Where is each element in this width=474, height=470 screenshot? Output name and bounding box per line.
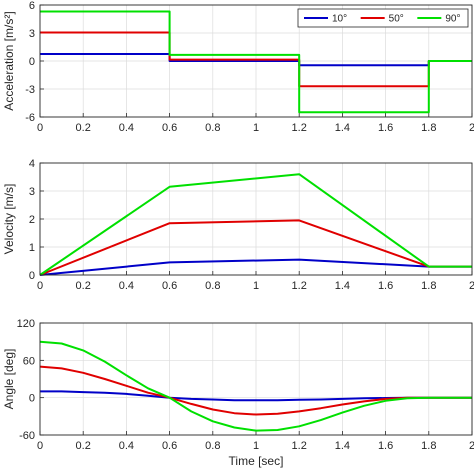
- legend: 10° 50° 90°: [297, 8, 469, 28]
- x-tick-label: 0.4: [119, 122, 134, 134]
- x-tick-label: 0.2: [76, 122, 91, 134]
- legend-label-1: 10°: [332, 14, 347, 25]
- series-line-2: [39, 365, 472, 416]
- x-tick-label: 1.8: [421, 440, 436, 452]
- y-tick-label: 60: [23, 355, 35, 367]
- axes-frame: [39, 162, 473, 276]
- x-tick-label: 1.2: [292, 280, 307, 292]
- y-tick-label: 120: [17, 318, 35, 330]
- axes-frame: [39, 4, 473, 118]
- series-line-3: [39, 340, 472, 432]
- x-tick-label: 1.4: [335, 122, 350, 134]
- x-tick-label: 1.4: [335, 280, 350, 292]
- y-axis-label: Angle [deg]: [2, 349, 16, 410]
- subplot-3: 0 0.2 0.4 0.6 0.8 1 1.2 1.4 1.6 1.8 2-60060120Angl…: [2, 318, 474, 468]
- x-tick-label: 1.8: [421, 122, 436, 134]
- x-tick-label: 0: [37, 440, 43, 452]
- y-tick-label: 0: [29, 56, 35, 68]
- x-tick-label: 0.8: [205, 280, 220, 292]
- x-tick-label: 1.2: [292, 122, 307, 134]
- y-tick-label: 0: [29, 393, 35, 405]
- y-axis-label: Velocity [m/s]: [2, 184, 16, 255]
- subplot-2: 0 0.2 0.4 0.6 0.8 1 1.2 1.4 1.6 1.8 2 0 1 2 3 4 Velocity…: [2, 158, 474, 292]
- x-tick-label: 0: [37, 122, 43, 134]
- y-tick-label: -6: [25, 112, 35, 124]
- series-line-3: [39, 173, 472, 276]
- x-tick-label: 0.6: [162, 122, 177, 134]
- y-tick-label: 6: [29, 0, 35, 12]
- x-tick-label: 0.6: [162, 440, 177, 452]
- x-tick-label: 1: [253, 280, 259, 292]
- legend-label-3: 90°: [445, 14, 460, 25]
- axes-frame: [39, 322, 473, 436]
- legend-label-2: 50°: [389, 14, 404, 25]
- x-tick-label: 0.6: [162, 280, 177, 292]
- y-tick-label: -3: [25, 84, 35, 96]
- x-tick-label: 0.4: [119, 440, 134, 452]
- subplot-1: 0 0.2 0.4 0.6 0.8 1 1.2 1.4 1.6 1.8 2 -6 -3 0 3 6 Accele…: [2, 0, 474, 134]
- y-tick-label: 3: [29, 186, 35, 198]
- x-tick-label: 0: [37, 280, 43, 292]
- y-tick-label: 3: [29, 28, 35, 40]
- y-axis-label: Acceleration [m/s²]: [2, 11, 16, 110]
- x-tick-label: 0.2: [76, 280, 91, 292]
- series-line-3: [40, 10, 472, 114]
- x-tick-label: 1.2: [292, 440, 307, 452]
- x-tick-label: 2: [469, 122, 474, 134]
- y-tick-label: -60: [19, 430, 35, 442]
- x-tick-label: 1.6: [378, 280, 393, 292]
- x-tick-label: 1.8: [421, 280, 436, 292]
- y-tick-label: 0: [29, 270, 35, 282]
- x-tick-label: 1.6: [378, 440, 393, 452]
- x-axis-label: Time [sec]: [229, 454, 284, 468]
- x-tick-label: 0.2: [76, 440, 91, 452]
- x-tick-label: 1: [253, 122, 259, 134]
- y-tick-label: 4: [29, 158, 35, 170]
- x-tick-label: 0.8: [205, 122, 220, 134]
- y-tick-label: 1: [29, 242, 35, 254]
- x-tick-label: 0.4: [119, 280, 134, 292]
- x-tick-label: 1.6: [378, 122, 393, 134]
- x-tick-label: 2: [469, 280, 474, 292]
- y-tick-label: 2: [29, 214, 35, 226]
- x-tick-label: 0.8: [205, 440, 220, 452]
- x-tick-label: 2: [469, 440, 474, 452]
- x-tick-label: 1.4: [335, 440, 350, 452]
- x-tick-label: 1: [253, 440, 259, 452]
